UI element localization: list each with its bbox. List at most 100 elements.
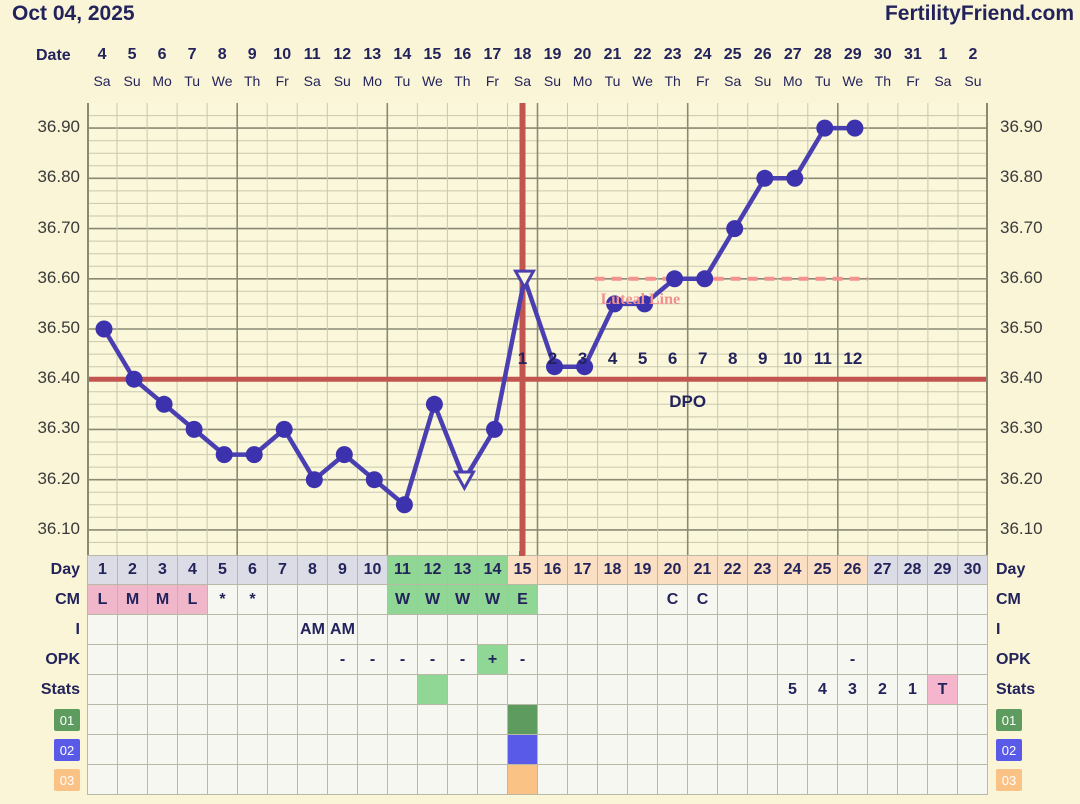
cell-custom01-day9[interactable] [328, 705, 358, 735]
cell-opk-day13[interactable]: - [448, 645, 478, 675]
cell-cm-day15[interactable]: E [508, 585, 538, 615]
cell-stats-day19[interactable] [628, 675, 658, 705]
cell-custom03-day15[interactable] [508, 765, 538, 795]
cell-stats-day16[interactable] [538, 675, 568, 705]
cell-cm-day7[interactable] [268, 585, 298, 615]
cell-stats-day15[interactable] [508, 675, 538, 705]
cell-custom03-day1[interactable] [87, 765, 118, 795]
cell-custom02-day10[interactable] [358, 735, 388, 765]
cell-custom03-day10[interactable] [358, 765, 388, 795]
cell-intercourse-day4[interactable] [178, 615, 208, 645]
cell-intercourse-day20[interactable] [658, 615, 688, 645]
cell-opk-day23[interactable] [748, 645, 778, 675]
cell-intercourse-day16[interactable] [538, 615, 568, 645]
cell-custom03-day19[interactable] [628, 765, 658, 795]
cell-custom01-day7[interactable] [268, 705, 298, 735]
cell-opk-day10[interactable]: - [358, 645, 388, 675]
cell-stats-day27[interactable]: 2 [868, 675, 898, 705]
cell-opk-day1[interactable] [87, 645, 118, 675]
cell-custom03-day21[interactable] [688, 765, 718, 795]
cell-opk-day2[interactable] [118, 645, 148, 675]
cell-custom01-day17[interactable] [568, 705, 598, 735]
cell-intercourse-day7[interactable] [268, 615, 298, 645]
cell-intercourse-day26[interactable] [838, 615, 868, 645]
cell-custom01-day6[interactable] [238, 705, 268, 735]
cell-custom02-day1[interactable] [87, 735, 118, 765]
cell-stats-day25[interactable]: 4 [808, 675, 838, 705]
cell-day-day13[interactable]: 13 [448, 555, 478, 585]
cell-opk-day29[interactable] [928, 645, 958, 675]
cell-custom01-day16[interactable] [538, 705, 568, 735]
cell-custom02-day4[interactable] [178, 735, 208, 765]
cell-day-day11[interactable]: 11 [388, 555, 418, 585]
cell-day-day29[interactable]: 29 [928, 555, 958, 585]
cell-custom01-day1[interactable] [87, 705, 118, 735]
cell-day-day7[interactable]: 7 [268, 555, 298, 585]
cell-custom03-day28[interactable] [898, 765, 928, 795]
cell-stats-day26[interactable]: 3 [838, 675, 868, 705]
cell-custom03-day25[interactable] [808, 765, 838, 795]
cell-custom01-day4[interactable] [178, 705, 208, 735]
cell-intercourse-day11[interactable] [388, 615, 418, 645]
cell-stats-day9[interactable] [328, 675, 358, 705]
cell-custom02-day12[interactable] [418, 735, 448, 765]
cell-day-day20[interactable]: 20 [658, 555, 688, 585]
cell-stats-day5[interactable] [208, 675, 238, 705]
cell-custom02-day18[interactable] [598, 735, 628, 765]
cell-cm-day26[interactable] [838, 585, 868, 615]
cell-custom03-day26[interactable] [838, 765, 868, 795]
cell-custom01-day21[interactable] [688, 705, 718, 735]
cell-opk-day18[interactable] [598, 645, 628, 675]
cell-intercourse-day14[interactable] [478, 615, 508, 645]
cell-custom02-day29[interactable] [928, 735, 958, 765]
cell-cm-day22[interactable] [718, 585, 748, 615]
cell-day-day9[interactable]: 9 [328, 555, 358, 585]
cell-day-day26[interactable]: 26 [838, 555, 868, 585]
cell-opk-day28[interactable] [898, 645, 928, 675]
cell-custom01-day27[interactable] [868, 705, 898, 735]
cell-custom03-day17[interactable] [568, 765, 598, 795]
cell-intercourse-day30[interactable] [958, 615, 988, 645]
cell-custom03-day14[interactable] [478, 765, 508, 795]
cell-day-day10[interactable]: 10 [358, 555, 388, 585]
cell-day-day1[interactable]: 1 [87, 555, 118, 585]
cell-opk-day5[interactable] [208, 645, 238, 675]
cell-stats-day11[interactable] [388, 675, 418, 705]
cell-stats-day3[interactable] [148, 675, 178, 705]
cell-cm-day9[interactable] [328, 585, 358, 615]
cell-cm-day14[interactable]: W [478, 585, 508, 615]
cell-opk-day15[interactable]: - [508, 645, 538, 675]
cell-intercourse-day9[interactable]: AM [328, 615, 358, 645]
cell-custom02-day7[interactable] [268, 735, 298, 765]
cell-opk-day12[interactable]: - [418, 645, 448, 675]
temperature-plot[interactable] [87, 103, 988, 555]
cell-intercourse-day22[interactable] [718, 615, 748, 645]
cell-intercourse-day23[interactable] [748, 615, 778, 645]
cell-opk-day14[interactable]: + [478, 645, 508, 675]
cell-custom01-day15[interactable] [508, 705, 538, 735]
cell-intercourse-day29[interactable] [928, 615, 958, 645]
cell-custom01-day13[interactable] [448, 705, 478, 735]
cell-day-day16[interactable]: 16 [538, 555, 568, 585]
cell-custom02-day16[interactable] [538, 735, 568, 765]
cell-custom02-day30[interactable] [958, 735, 988, 765]
cell-stats-day8[interactable] [298, 675, 328, 705]
cell-cm-day3[interactable]: M [148, 585, 178, 615]
cell-custom01-day24[interactable] [778, 705, 808, 735]
cell-opk-day24[interactable] [778, 645, 808, 675]
cell-opk-day4[interactable] [178, 645, 208, 675]
cell-stats-day2[interactable] [118, 675, 148, 705]
cell-custom03-day4[interactable] [178, 765, 208, 795]
cell-stats-day30[interactable] [958, 675, 988, 705]
cell-day-day19[interactable]: 19 [628, 555, 658, 585]
cell-cm-day21[interactable]: C [688, 585, 718, 615]
cell-stats-day7[interactable] [268, 675, 298, 705]
cell-cm-day4[interactable]: L [178, 585, 208, 615]
cell-stats-day22[interactable] [718, 675, 748, 705]
cell-opk-day6[interactable] [238, 645, 268, 675]
cell-custom03-day16[interactable] [538, 765, 568, 795]
cell-stats-day17[interactable] [568, 675, 598, 705]
cell-opk-day27[interactable] [868, 645, 898, 675]
cell-custom02-day26[interactable] [838, 735, 868, 765]
cell-opk-day11[interactable]: - [388, 645, 418, 675]
